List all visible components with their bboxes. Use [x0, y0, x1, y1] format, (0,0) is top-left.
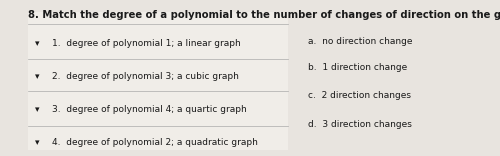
FancyBboxPatch shape: [28, 12, 287, 150]
Text: d.  3 direction changes: d. 3 direction changes: [308, 119, 412, 129]
Text: 2.  degree of polynomial 3; a cubic graph: 2. degree of polynomial 3; a cubic graph: [52, 72, 240, 81]
Text: b.  1 direction change: b. 1 direction change: [308, 63, 407, 72]
Text: a.  no direction change: a. no direction change: [308, 37, 412, 46]
Text: 3.  degree of polynomial 4; a quartic graph: 3. degree of polynomial 4; a quartic gra…: [52, 105, 247, 115]
Text: 4.  degree of polynomial 2; a quadratic graph: 4. degree of polynomial 2; a quadratic g…: [52, 138, 258, 147]
Text: ▾: ▾: [35, 138, 40, 147]
Text: 1.  degree of polynomial 1; a linear graph: 1. degree of polynomial 1; a linear grap…: [52, 39, 241, 48]
Text: ▾: ▾: [35, 39, 40, 48]
Text: ▾: ▾: [35, 72, 40, 81]
Text: 8. Match the degree of a polynomial to the number of changes of direction on the: 8. Match the degree of a polynomial to t…: [28, 10, 500, 20]
Text: ▾: ▾: [35, 105, 40, 115]
Text: c.  2 direction changes: c. 2 direction changes: [308, 91, 410, 100]
